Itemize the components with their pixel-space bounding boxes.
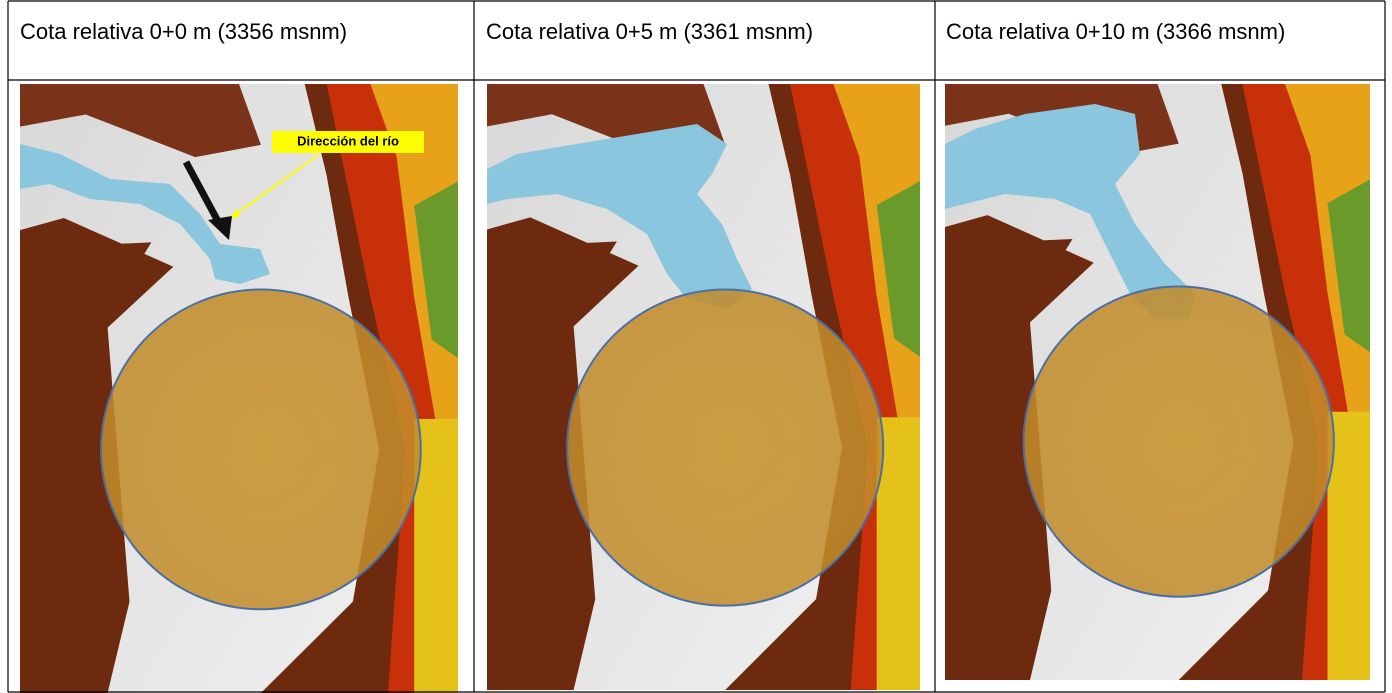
- column-header: Cota relativa 0+0 m (3356 msnm): [20, 19, 347, 44]
- study-area: [1024, 286, 1334, 596]
- annotation-label: Dirección del río: [297, 133, 399, 148]
- map-image: [487, 84, 920, 690]
- map-image: [20, 84, 458, 693]
- terrain: [487, 84, 920, 690]
- study-area: [567, 290, 883, 606]
- terrain: [20, 84, 458, 693]
- column-header: Cota relativa 0+5 m (3361 msnm): [486, 19, 813, 44]
- column-header: Cota relativa 0+10 m (3366 msnm): [946, 19, 1285, 44]
- terrain: [945, 84, 1370, 680]
- map-image: [945, 84, 1370, 680]
- page: Cota relativa 0+0 m (3356 msnm) Cota rel…: [0, 0, 1392, 693]
- study-area: [101, 290, 421, 610]
- maps: [20, 84, 1370, 693]
